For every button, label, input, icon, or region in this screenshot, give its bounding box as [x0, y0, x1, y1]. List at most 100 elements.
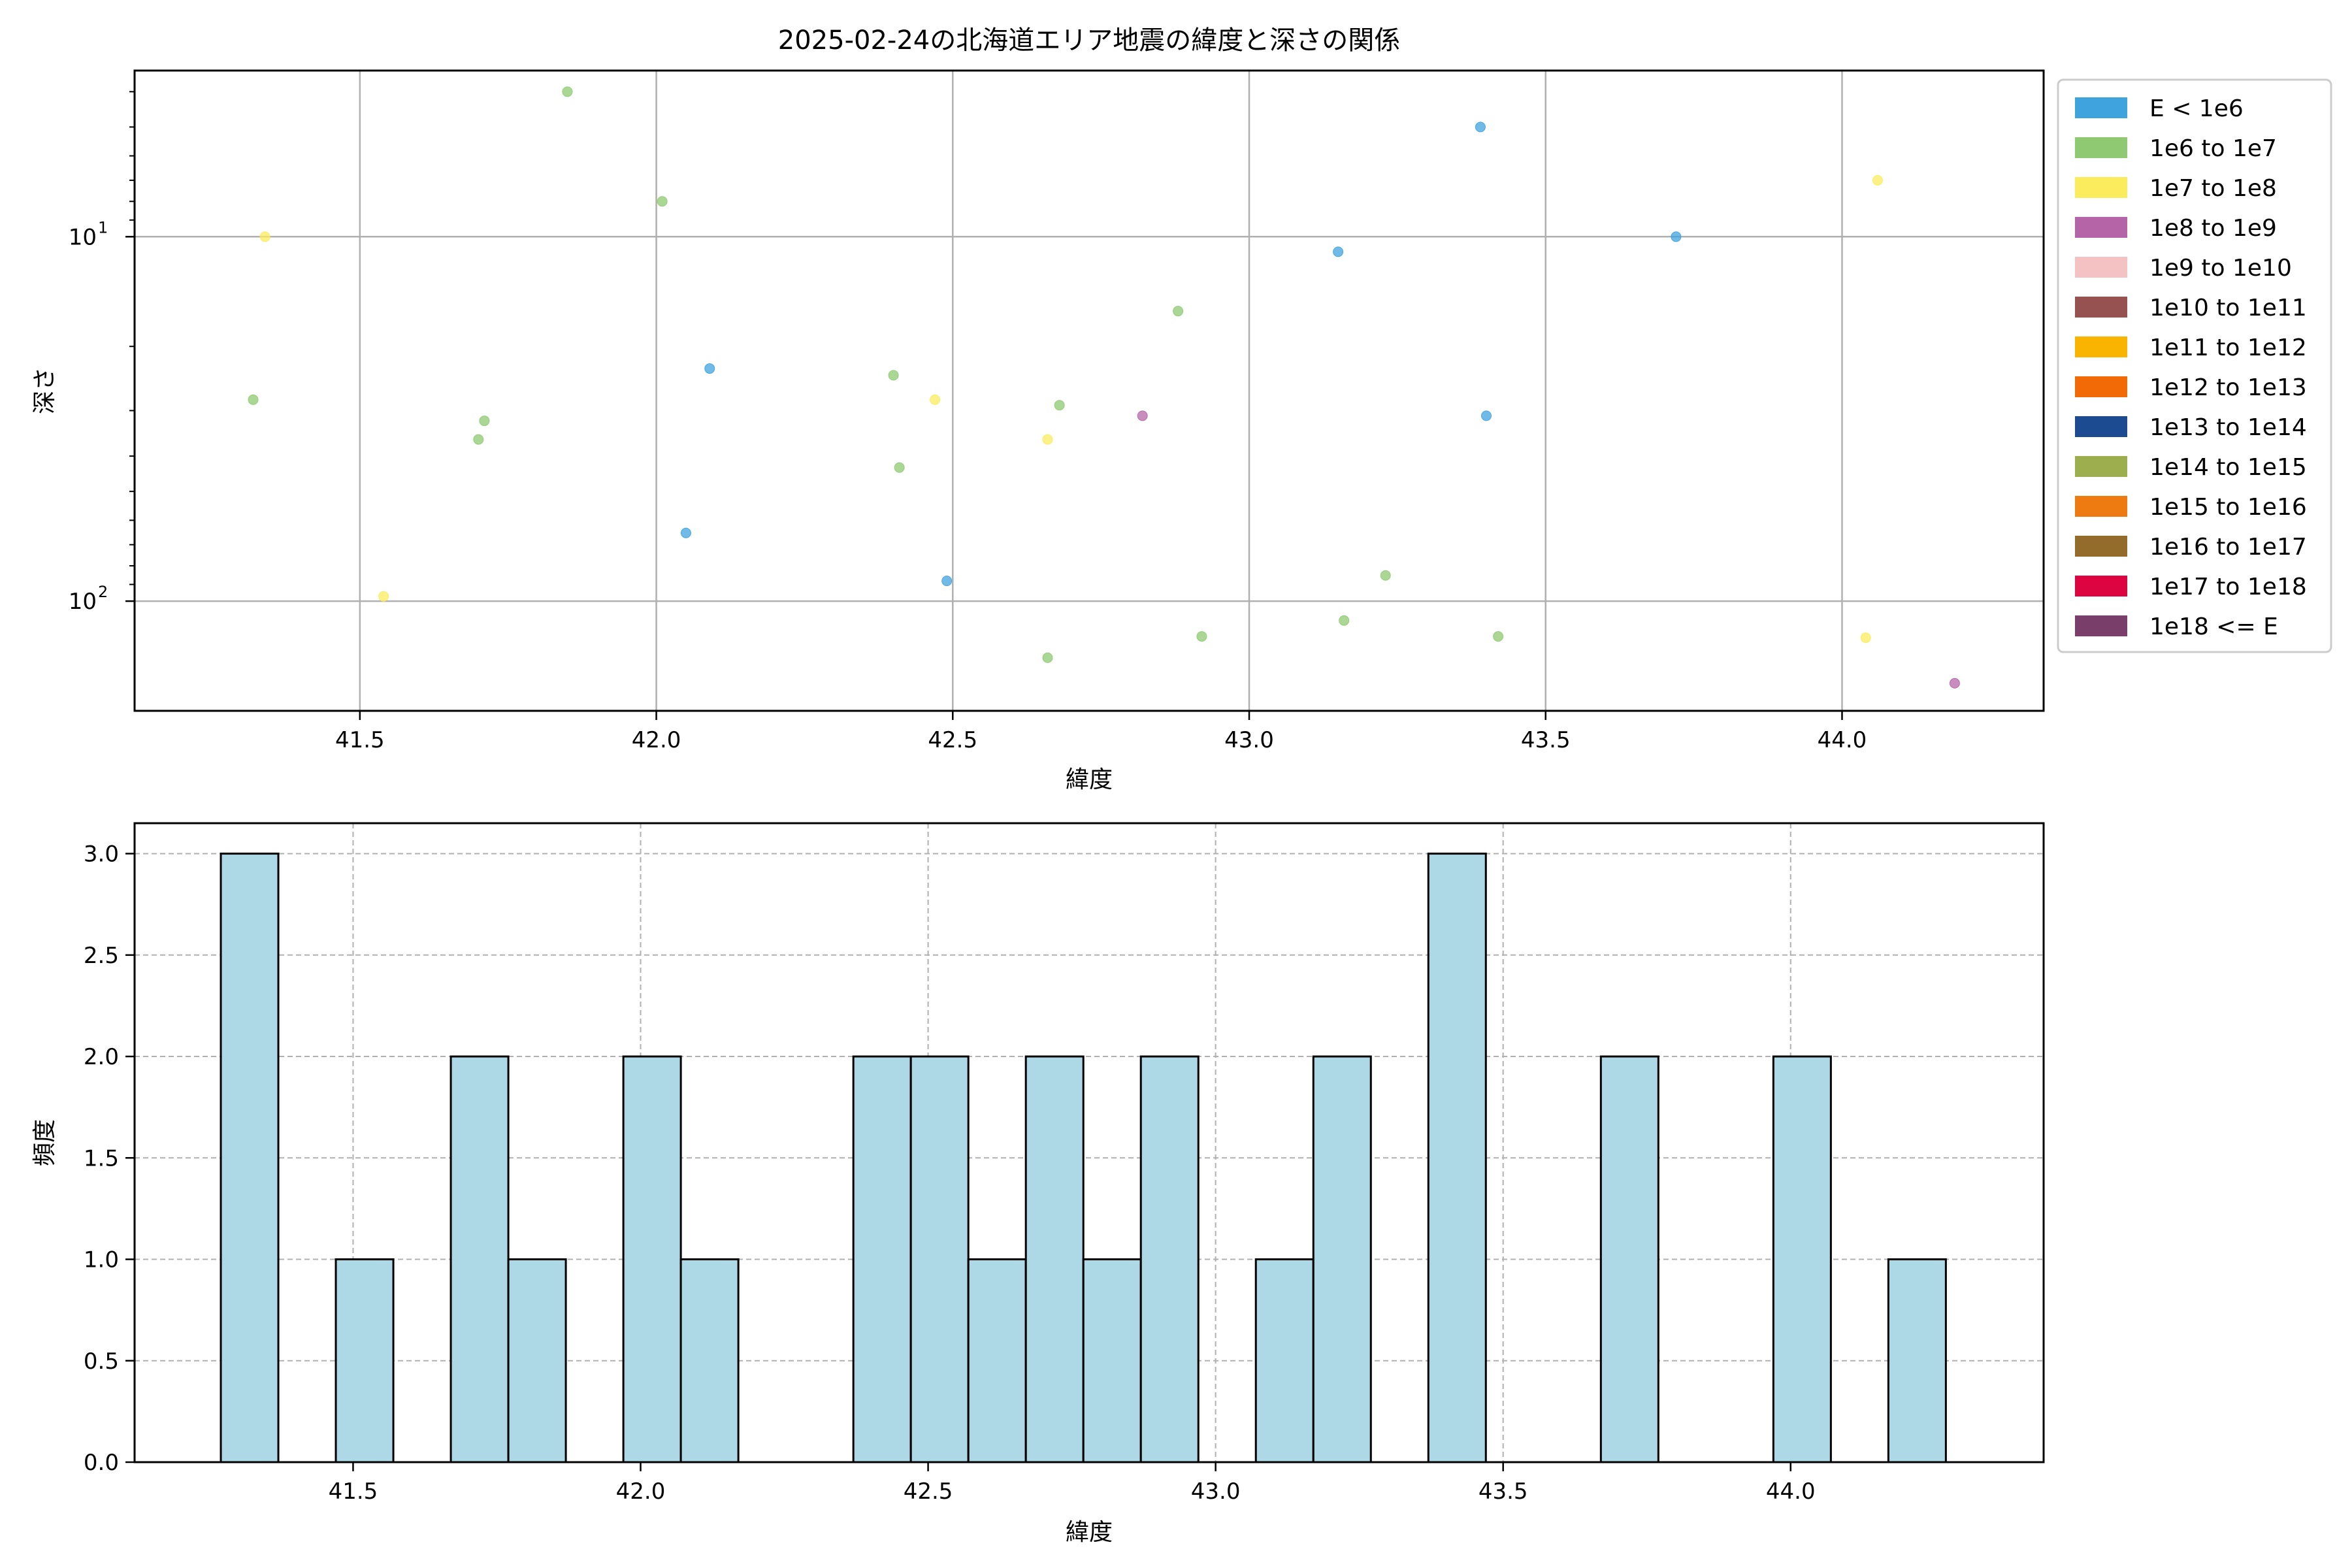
histogram-bar [1082, 1258, 1142, 1463]
legend-swatch [2075, 137, 2127, 158]
scatter-y-tick-exponent: 1 [98, 218, 108, 237]
legend-swatch [2075, 416, 2127, 437]
histogram-y-axis-label: 頻度 [31, 1119, 58, 1166]
histogram-bar [1772, 1055, 1832, 1463]
legend-swatch [2075, 257, 2127, 278]
histogram-y-tick-label: 3.0 [84, 841, 119, 868]
legend-frame [2057, 78, 2332, 653]
histogram-y-tick-label: 1.0 [84, 1247, 119, 1273]
legend-label: 1e6 to 1e7 [2149, 135, 2277, 162]
legend-swatch [2075, 177, 2127, 198]
scatter-point [1042, 652, 1053, 663]
histogram-bar [1024, 1055, 1085, 1463]
histogram-bar [507, 1258, 567, 1463]
histogram-x-tick-label: 42.5 [904, 1478, 953, 1505]
scatter-point [888, 370, 899, 381]
legend-label: 1e9 to 1e10 [2149, 255, 2292, 282]
histogram-bar [1427, 853, 1487, 1463]
legend-swatch [2075, 496, 2127, 517]
histogram-x-tick-label: 42.0 [616, 1478, 666, 1505]
histogram-bar [449, 1055, 510, 1463]
scatter-point [1493, 631, 1504, 642]
histogram-y-tick-label: 1.5 [84, 1145, 119, 1171]
scatter-point [894, 462, 905, 473]
legend-label: 1e14 to 1e15 [2149, 454, 2307, 481]
histogram-x-tick-label: 41.5 [329, 1478, 378, 1505]
legend-swatch [2075, 297, 2127, 318]
histogram-bar [1599, 1055, 1659, 1463]
scatter-point [1333, 246, 1344, 257]
histogram-bar [909, 1055, 970, 1463]
scatter-y-tick-label: 10 [69, 224, 97, 250]
scatter-x-tick-label: 42.0 [632, 727, 681, 753]
histogram-bar [1254, 1258, 1315, 1463]
scatter-point [259, 231, 270, 242]
legend-swatch [2075, 615, 2127, 636]
legend-swatch [2075, 576, 2127, 596]
histogram-y-tick-label: 0.5 [84, 1348, 119, 1375]
scatter-point [1380, 570, 1391, 581]
scatter-point [941, 576, 953, 587]
legend-label: 1e11 to 1e12 [2149, 335, 2307, 361]
histogram-bar [1312, 1055, 1372, 1463]
histogram-x-tick-label: 43.0 [1191, 1478, 1241, 1505]
histogram-x-ticks: 41.5 42.0 42.5 43.0 43.5 44.0 [329, 1462, 1816, 1505]
histogram-plot-frame [133, 822, 2045, 1463]
scatter-point [1042, 434, 1053, 445]
legend-label: 1e12 to 1e13 [2149, 374, 2307, 401]
scatter-x-axis-label: 緯度 [1066, 766, 1113, 793]
legend-label: 1e17 to 1e18 [2149, 574, 2307, 600]
histogram-bar [967, 1258, 1027, 1463]
scatter-point [1054, 400, 1065, 411]
scatter-x-tick-label: 42.5 [928, 727, 977, 753]
scatter-point [248, 394, 259, 405]
scatter-point [930, 394, 941, 405]
histogram-y-tick-label: 0.0 [84, 1450, 119, 1476]
scatter-point [1475, 122, 1486, 133]
scatter-x-ticks: 41.5 42.0 42.5 43.0 43.5 44.0 [335, 711, 1867, 753]
legend-label: 1e18 <= E [2149, 613, 2278, 640]
histogram-bar [335, 1258, 395, 1463]
histogram-y-tick-label: 2.0 [84, 1044, 119, 1070]
histogram-y-tick-label: 2.5 [84, 943, 119, 969]
scatter-x-tick-label: 43.0 [1224, 727, 1274, 753]
scatter-point [1137, 410, 1148, 421]
legend-label: 1e13 to 1e14 [2149, 414, 2307, 441]
legend-label: 1e8 to 1e9 [2149, 215, 2277, 242]
histogram-chart: 41.5 42.0 42.5 43.0 43.5 44.0 0.0 0.5 1.0 1.5 2.0… [31, 822, 2045, 1546]
scatter-point [680, 527, 691, 538]
histogram-bar [622, 1055, 682, 1463]
histogram-x-axis-label: 緯度 [1066, 1519, 1113, 1546]
histogram-y-ticks: 0.0 0.5 1.0 1.5 2.0 2.5 3.0 [84, 841, 135, 1476]
scatter-point [704, 363, 715, 374]
scatter-point [1480, 410, 1492, 421]
histogram-bar [1887, 1258, 1947, 1463]
scatter-point [479, 416, 490, 427]
legend-swatch [2075, 456, 2127, 477]
legend: E < 1e6 1e6 to 1e7 1e7 to 1e8 1e8 to 1e9 1e9… [2057, 78, 2332, 653]
histogram-bar [1139, 1055, 1200, 1463]
legend-label: 1e10 to 1e11 [2149, 295, 2307, 321]
scatter-point [378, 591, 389, 602]
scatter-point [1872, 174, 1883, 186]
legend-swatch [2075, 376, 2127, 397]
scatter-y-tick-exponent: 2 [98, 583, 108, 601]
legend-label: 1e16 to 1e17 [2149, 534, 2307, 561]
legend-items: E < 1e6 1e6 to 1e7 1e7 to 1e8 1e8 to 1e9 1e9… [2075, 95, 2307, 640]
scatter-point [1173, 306, 1184, 317]
scatter-point [1671, 231, 1682, 242]
scatter-point [657, 196, 668, 207]
scatter-point [1860, 632, 1871, 644]
scatter-grid [135, 71, 2044, 711]
histogram-bar [220, 853, 280, 1463]
legend-swatch [2075, 536, 2127, 557]
chart-title: 2025-02-24の北海道エリア地震の緯度と深さの関係 [778, 25, 1400, 56]
scatter-point [562, 86, 573, 97]
scatter-chart: 2025-02-24の北海道エリア地震の緯度と深さの関係 41.5 42.0 42.… [31, 25, 2045, 793]
scatter-point [1196, 631, 1207, 642]
scatter-point [473, 434, 484, 445]
scatter-points [248, 86, 1960, 689]
scatter-y-minor-ticks [129, 91, 135, 585]
